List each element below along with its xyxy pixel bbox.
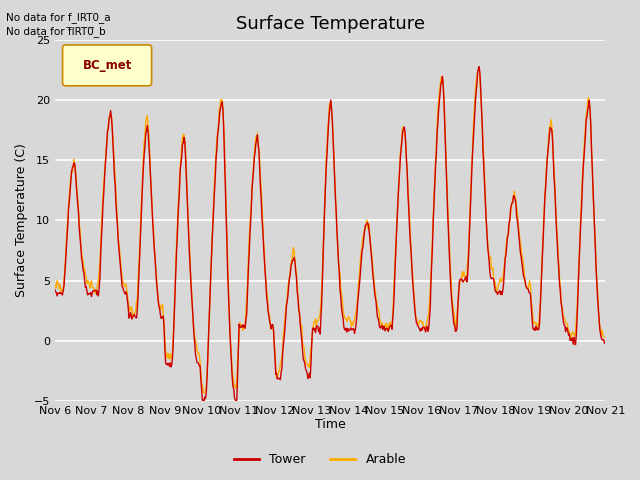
Arable	[601, 334, 609, 340]
Legend: Tower, Arable: Tower, Arable	[229, 448, 411, 471]
Title: Surface Temperature: Surface Temperature	[236, 15, 424, 33]
Arable	[397, 143, 405, 149]
Tower	[61, 272, 68, 277]
Text: BC_met: BC_met	[83, 59, 132, 72]
Arable	[51, 284, 59, 289]
Tower	[601, 340, 609, 346]
Line: Tower: Tower	[55, 67, 605, 402]
Arable	[118, 267, 125, 273]
Text: No data for f̅IRT0̅_b: No data for f̅IRT0̅_b	[6, 26, 106, 37]
Arable	[413, 319, 421, 324]
Tower	[413, 322, 421, 327]
Line: Arable: Arable	[55, 69, 605, 393]
Tower	[203, 377, 211, 383]
Tower	[118, 274, 125, 280]
Tower	[200, 399, 208, 405]
Y-axis label: Surface Temperature (C): Surface Temperature (C)	[15, 144, 28, 298]
Text: No data for f_IRT0_a: No data for f_IRT0_a	[6, 12, 111, 23]
Tower	[51, 287, 59, 292]
Tower	[173, 237, 181, 242]
Arable	[61, 268, 68, 274]
Arable	[173, 228, 181, 234]
Arable	[200, 390, 208, 396]
Arable	[203, 372, 211, 377]
Tower	[397, 145, 405, 151]
Tower	[476, 64, 483, 70]
Arable	[476, 66, 483, 72]
X-axis label: Time: Time	[315, 419, 346, 432]
